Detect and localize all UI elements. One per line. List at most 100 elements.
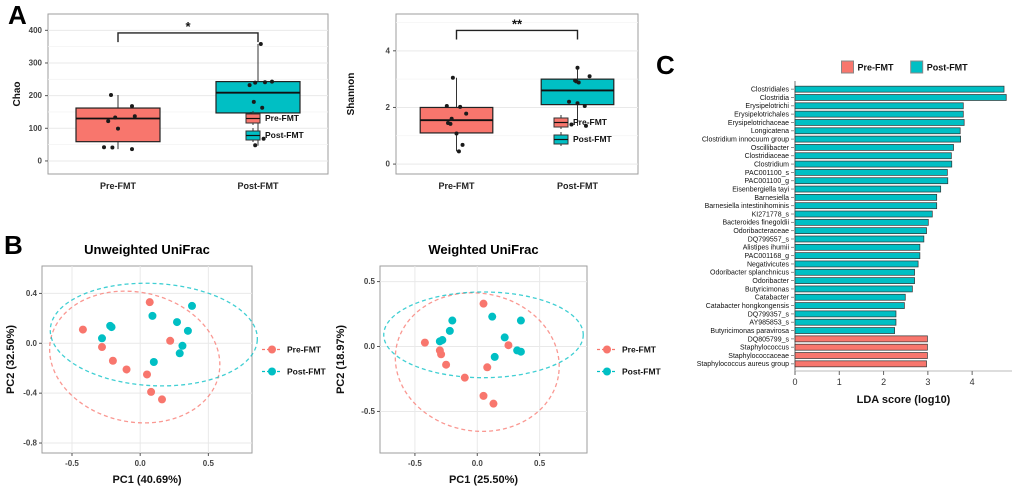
sample-point-Post-FMT	[148, 311, 157, 320]
significance-label: **	[512, 16, 523, 31]
legend-label: Post-FMT	[573, 134, 613, 144]
sample-point-Pre-FMT	[460, 373, 469, 382]
lda-bar	[794, 202, 938, 210]
panel-a-label: A	[8, 0, 27, 30]
y-tick-label: 100	[29, 124, 43, 133]
sample-point-Pre-FMT	[479, 391, 488, 400]
sample-point-Pre-FMT	[78, 325, 87, 334]
x-tick-label: -0.5	[65, 459, 79, 468]
taxon-label: PAC001100_s	[745, 170, 790, 177]
lda-bar	[794, 218, 929, 226]
y-tick-label: -0.8	[23, 439, 37, 448]
lda-bar	[794, 277, 915, 284]
sample-point-Post-FMT	[188, 301, 196, 310]
taxon-label: AY985853_s	[749, 320, 789, 327]
sample-point-Post-FMT	[488, 312, 497, 321]
x-axis-title: PC1 (25.50%)	[449, 474, 518, 486]
taxon-label: PAC001100_g	[745, 178, 790, 185]
sample-point	[130, 104, 134, 109]
x-axis-title: PC1 (40.69%)	[112, 474, 181, 486]
sample-point-Post-FMT	[178, 341, 187, 350]
sample-point	[102, 145, 106, 150]
y-tick-label: 0	[386, 160, 391, 169]
taxon-label: DQ799357_s	[748, 311, 790, 318]
sample-point	[260, 105, 265, 110]
lda-bar	[794, 260, 919, 268]
legend-dot-icon	[268, 345, 276, 354]
taxon-label: Odoribacter splanchnicus	[710, 270, 789, 277]
lda-bar	[794, 235, 925, 243]
x-axis-title: LDA score (log10)	[857, 394, 951, 406]
sample-point-Pre-FMT	[108, 356, 117, 365]
taxon-label: Negativicutes	[747, 261, 790, 268]
taxon-label: Erysipelotrichales	[734, 112, 789, 119]
sample-point	[575, 65, 580, 70]
lda-bar	[794, 194, 938, 201]
taxon-label: Clostridia	[760, 95, 789, 102]
taxon-label: PAC001168_g	[745, 253, 790, 260]
lda-bar	[794, 210, 933, 218]
sample-point	[454, 131, 459, 136]
legend-swatch-icon	[841, 60, 854, 74]
sample-point-Pre-FMT	[147, 387, 156, 396]
lda-bar	[794, 293, 906, 301]
sample-point	[449, 116, 454, 121]
taxon-label: Clostridium	[754, 161, 789, 168]
lda-bar	[794, 144, 954, 151]
panel-c-label: C	[656, 50, 675, 80]
legend-label: Pre-FMT	[287, 345, 322, 355]
lda-bar	[794, 185, 942, 193]
legend-label: Pre-FMT	[858, 63, 895, 73]
lda-bar	[794, 360, 927, 368]
significance-bracket	[455, 29, 579, 40]
box-Pre-FMT	[75, 107, 161, 143]
sample-point	[109, 92, 113, 97]
lda-bar	[794, 102, 964, 110]
lda-bar	[794, 268, 915, 276]
taxon-label: Butyricimonas	[745, 286, 789, 293]
chart-title: Weighted UniFrac	[428, 242, 538, 257]
sample-point-Post-FMT	[448, 316, 457, 325]
taxon-label: Odoribacteraceae	[733, 228, 789, 235]
sample-point-Pre-FMT	[483, 363, 492, 372]
sample-point	[448, 121, 453, 126]
sample-point	[460, 142, 465, 147]
taxon-label: Oscillibacter	[751, 145, 790, 152]
weighted-unifrac-pcoa: Weighted UniFrac -0.5 0.0 0.5 -0.5 0.0 0.5 PC1 …	[335, 242, 662, 486]
sample-point-Post-FMT	[500, 333, 509, 342]
lda-bar	[794, 285, 913, 293]
sample-point-Pre-FMT	[489, 399, 498, 408]
taxon-label: Longicatena	[751, 128, 789, 135]
y-axis-title: PC2 (32.50%)	[5, 325, 17, 394]
sample-point	[270, 79, 274, 84]
lda-bar	[794, 119, 965, 126]
lda-bar	[794, 318, 897, 326]
y-tick-label: 300	[29, 58, 43, 67]
sample-point-Pre-FMT	[98, 343, 106, 352]
lda-bar	[794, 227, 927, 235]
significance-label: *	[185, 19, 191, 34]
legend-swatch-icon	[910, 60, 924, 74]
sample-point	[450, 75, 455, 80]
taxon-label: KI271778_s	[752, 211, 790, 218]
confidence-ellipse-Post-FMT	[49, 282, 258, 387]
shannon-boxplot: 0 2 4 Shannon Pre-FMT Post-FMT ** Pre-FMT Post-F…	[346, 13, 639, 191]
x-tick-label: -0.5	[408, 459, 422, 468]
sample-point-Post-FMT	[149, 357, 158, 366]
taxon-label: Staphylococcus aureus group	[697, 361, 789, 368]
lda-bar	[794, 343, 928, 351]
sample-point	[444, 104, 449, 109]
y-tick-label: 4	[386, 46, 391, 55]
legend-label: Post-FMT	[265, 130, 305, 140]
y-axis-title: PC2 (18.97%)	[335, 325, 347, 394]
taxon-label: DQ799557_s	[748, 236, 790, 243]
sample-point	[110, 145, 115, 150]
sample-point	[132, 114, 137, 119]
taxon-label: Staphylococcus	[740, 345, 790, 352]
sample-point-Pre-FMT	[143, 370, 151, 379]
legend-dot-icon	[603, 345, 611, 354]
x-category-label: Pre-FMT	[100, 181, 137, 191]
taxon-label: Catabacter	[755, 295, 790, 302]
sample-point	[247, 83, 252, 88]
sample-point	[583, 123, 588, 128]
